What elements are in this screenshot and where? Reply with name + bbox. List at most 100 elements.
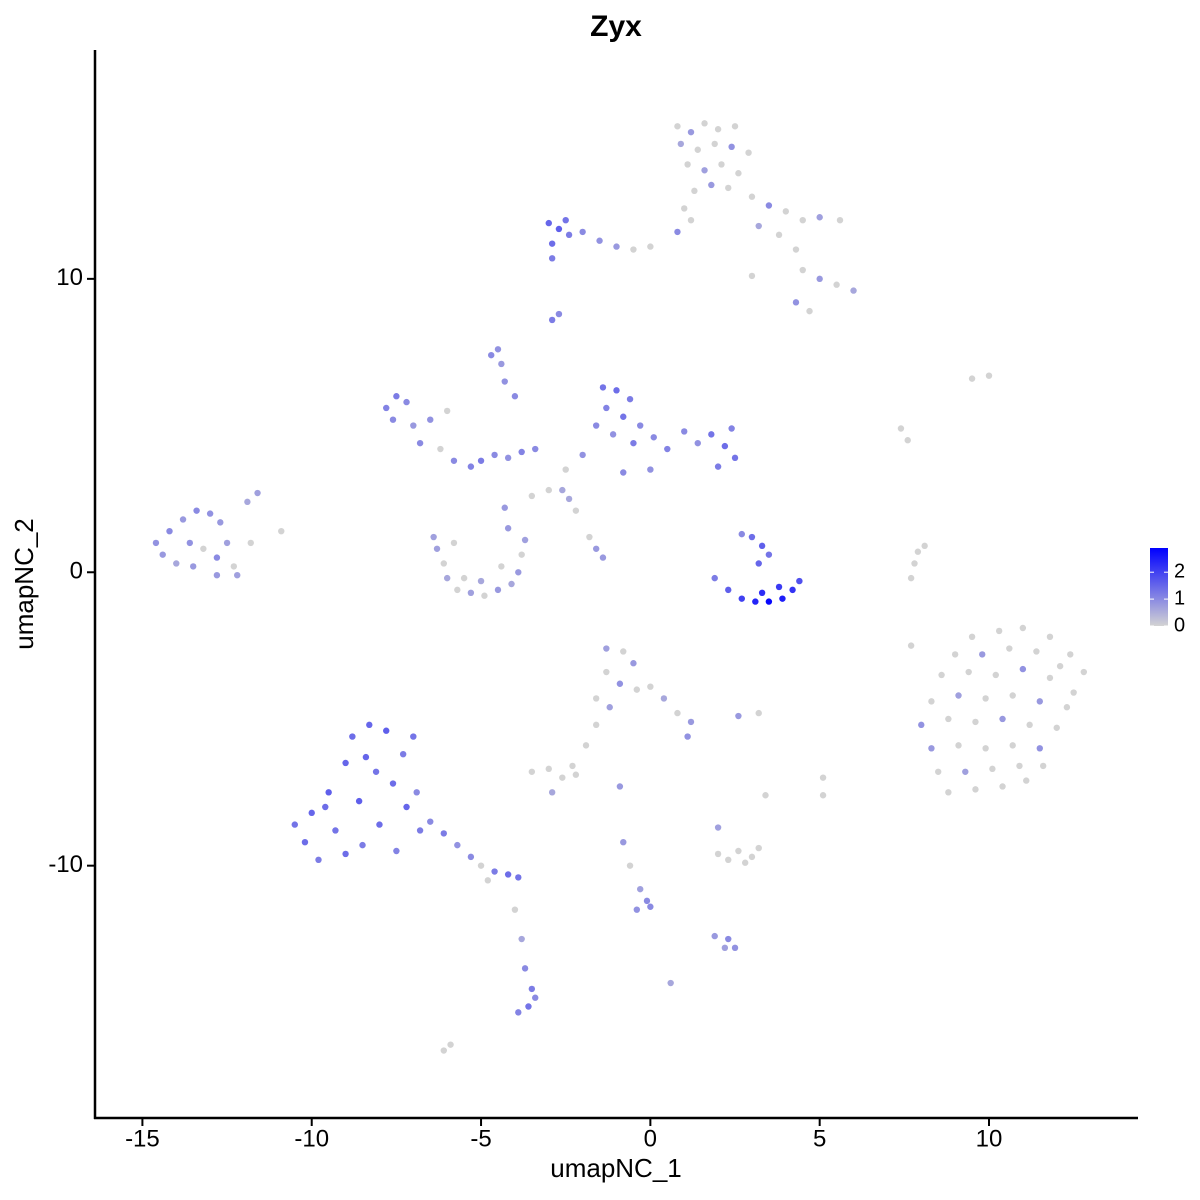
cell-point <box>677 140 685 148</box>
cell-point <box>647 903 654 910</box>
cell-point <box>620 413 627 420</box>
cell-point <box>247 539 254 547</box>
cell-point <box>945 715 952 723</box>
cell-point <box>1067 651 1074 658</box>
cell-point <box>626 395 634 403</box>
cell-point <box>667 979 674 987</box>
cell-point <box>376 821 383 828</box>
cell-point <box>650 434 657 441</box>
cell-point <box>637 422 644 429</box>
cell-point <box>555 310 563 318</box>
cell-point <box>999 715 1006 723</box>
cell-point <box>193 507 200 514</box>
cell-point <box>1023 777 1030 784</box>
cell-point <box>545 486 552 494</box>
cell-point <box>603 668 610 676</box>
cell-point <box>735 712 742 720</box>
cell-point <box>230 563 238 570</box>
cell-point <box>173 560 180 567</box>
colorbar-tick-label: 2 <box>1174 560 1185 582</box>
cell-point <box>355 797 363 805</box>
cell-point <box>765 551 773 558</box>
cell-point <box>945 789 952 796</box>
cell-point <box>403 398 410 406</box>
cell-point <box>972 786 979 793</box>
cell-point <box>630 660 637 667</box>
cell-point <box>1019 665 1027 673</box>
cell-point <box>684 733 691 740</box>
cell-point <box>616 783 624 790</box>
cell-point <box>701 167 708 174</box>
cell-point <box>555 225 563 233</box>
cell-point <box>714 463 722 470</box>
cell-point <box>1046 674 1054 682</box>
cell-point <box>775 583 783 591</box>
cell-point <box>799 266 806 274</box>
cell-point <box>603 404 610 412</box>
cell-point <box>985 372 993 379</box>
x-tick-label: -5 <box>470 1125 491 1152</box>
cell-point <box>450 457 458 464</box>
cell-point <box>850 287 857 294</box>
cell-point <box>433 545 441 552</box>
cell-point <box>741 859 749 866</box>
cell-point <box>443 407 451 415</box>
cell-point <box>454 841 461 849</box>
cell-point <box>1016 762 1023 770</box>
cell-point <box>515 874 522 881</box>
cell-point <box>548 255 556 262</box>
colorbar <box>1150 548 1168 626</box>
cell-point <box>1009 742 1016 749</box>
x-tick-label: -15 <box>125 1125 160 1152</box>
cell-point <box>999 783 1006 790</box>
cell-point <box>836 216 844 224</box>
cell-point <box>935 768 942 775</box>
cell-point <box>504 525 512 532</box>
cell-point <box>789 586 796 594</box>
cell-point <box>938 671 945 679</box>
cell-point <box>995 627 1003 635</box>
cell-point <box>521 536 529 544</box>
cell-point <box>708 181 715 189</box>
cell-point <box>748 272 756 280</box>
cell-point <box>691 187 698 195</box>
cell-point <box>637 885 644 893</box>
cell-point <box>301 838 309 846</box>
cell-point <box>714 850 722 858</box>
cell-point <box>609 431 617 438</box>
cell-point <box>762 792 769 799</box>
cell-point <box>383 727 390 734</box>
cell-point <box>528 768 536 775</box>
cell-point <box>748 853 756 861</box>
cell-point <box>460 574 468 582</box>
cell-point <box>579 451 586 459</box>
y-tick-label: 10 <box>56 264 83 291</box>
cell-point <box>190 563 197 570</box>
cell-point <box>484 877 492 884</box>
cell-point <box>735 170 742 177</box>
cell-point <box>1039 762 1047 770</box>
cell-point <box>545 219 552 227</box>
cell-point <box>410 422 417 429</box>
cell-point <box>660 695 668 702</box>
cell-point <box>179 516 187 523</box>
cell-point <box>592 422 600 429</box>
cell-point <box>714 824 722 831</box>
cell-point <box>515 569 522 576</box>
cell-point <box>477 862 485 869</box>
cell-point <box>416 439 424 447</box>
cell-point <box>393 393 400 400</box>
cell-point <box>1019 624 1027 632</box>
cell-point <box>548 316 556 324</box>
cell-point <box>972 718 979 726</box>
x-tick-label: 10 <box>976 1125 1003 1152</box>
cell-point <box>528 492 536 500</box>
cell-point <box>488 351 495 359</box>
cell-point <box>501 504 508 511</box>
cell-point <box>342 759 349 767</box>
cell-point <box>918 721 925 729</box>
cell-point <box>755 844 762 852</box>
cell-point <box>1006 645 1013 652</box>
cell-point <box>511 393 519 400</box>
cell-point <box>440 1047 447 1054</box>
